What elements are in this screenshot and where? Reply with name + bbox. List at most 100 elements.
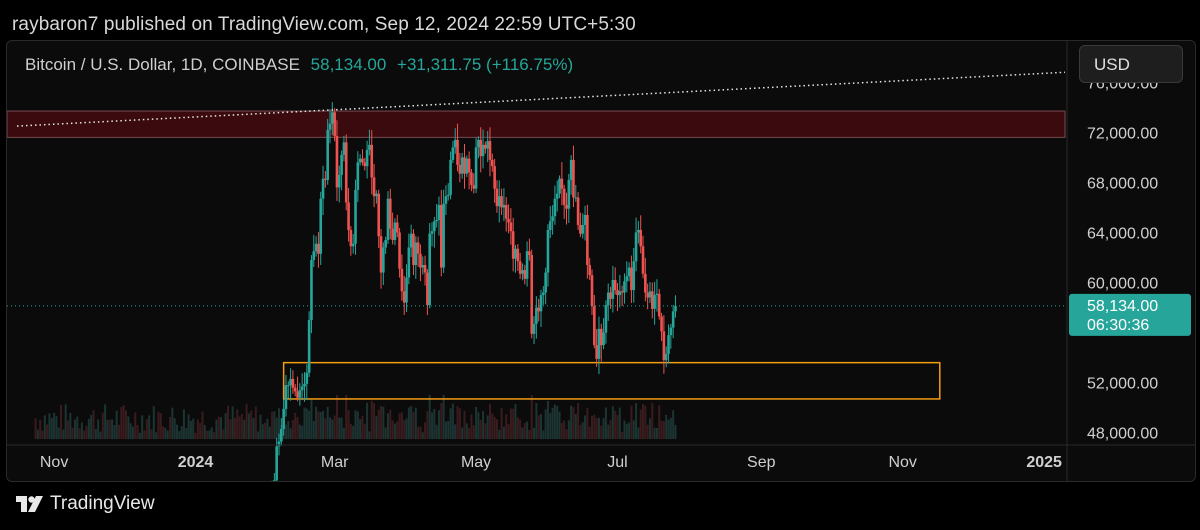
candle-body [576, 197, 580, 225]
volume-bar [317, 411, 320, 439]
volume-bar [665, 414, 668, 439]
volume-bar [584, 415, 587, 439]
candle-body [518, 261, 522, 274]
chart-panel[interactable]: 76,000.00 72,000.00 68,000.00 64,000.00 60,0… [6, 40, 1196, 482]
candle-body [625, 276, 629, 282]
candle-body [525, 251, 529, 279]
volume-bar [667, 419, 670, 439]
volume-bar [57, 427, 60, 439]
candle-body [474, 147, 478, 189]
volume-bar [162, 426, 165, 439]
candle-body [286, 385, 290, 387]
candle-body [460, 157, 464, 174]
volume-bar [201, 411, 204, 439]
candle-body [300, 386, 304, 391]
candle-body [502, 204, 506, 208]
candle-body [291, 378, 295, 388]
volume-bar [572, 407, 575, 439]
candle-body [363, 162, 367, 167]
volume-bar [535, 402, 538, 439]
candle-body [491, 159, 494, 167]
volume-bar [368, 431, 371, 439]
volume-bar [331, 419, 334, 439]
volume-bar [419, 426, 422, 439]
volume-bar [405, 418, 408, 439]
volume-bar [356, 411, 359, 439]
volume-bar [169, 416, 172, 439]
price-axis-label: 48,000.00 [1087, 426, 1158, 443]
volume-bar [34, 418, 37, 439]
candle-body [620, 291, 624, 293]
volume-bar [544, 409, 547, 439]
candle-body [379, 236, 383, 273]
candle-body [293, 387, 297, 392]
volume-bar [41, 430, 44, 439]
volume-bar [498, 429, 501, 439]
candle-body [342, 142, 346, 155]
volume-bar [533, 427, 536, 439]
volume-bar [173, 418, 176, 439]
candle-body [586, 214, 589, 266]
candle-body [599, 328, 603, 346]
candle-body [488, 141, 492, 160]
chart-canvas[interactable]: 76,000.0072,000.0068,000.0064,000.0060,0… [7, 41, 1195, 481]
candle-body [361, 158, 364, 163]
volume-bar [245, 403, 248, 439]
last-price: 58,134.00 [310, 55, 387, 74]
candle-body [637, 229, 640, 233]
candle-body [588, 265, 591, 276]
volume-bar [635, 403, 638, 439]
candle-body [391, 228, 394, 240]
symbol-title: Bitcoin / U.S. Dollar, 1D, COINBASE [25, 55, 300, 74]
volume-bar [194, 432, 197, 439]
volume-bar [76, 416, 79, 439]
volume-bar [500, 407, 503, 439]
volume-bar [185, 428, 188, 439]
candle-body [597, 328, 601, 359]
volume-bar [152, 406, 155, 439]
candle-body [567, 179, 571, 209]
candle-body [437, 204, 441, 220]
candle-body [546, 229, 550, 273]
volume-bar [155, 432, 158, 439]
candle-body [486, 141, 489, 149]
candle-body [579, 224, 582, 234]
volume-bar [363, 423, 366, 439]
volume-bar [243, 419, 246, 439]
volume-bar [558, 411, 561, 439]
candle-body [611, 280, 615, 299]
time-axis-label: 2024 [178, 454, 214, 471]
volume-bar [454, 424, 457, 439]
candle-body [470, 172, 473, 185]
candle-body [433, 221, 436, 232]
candle-body [574, 197, 578, 199]
volume-bar [370, 400, 373, 439]
volume-bar [271, 411, 274, 439]
volume-bar [131, 426, 134, 439]
volume-bar [224, 413, 227, 439]
volume-bar [495, 419, 498, 439]
volume-bar [662, 421, 665, 439]
volume-bar [80, 422, 83, 439]
volume-bar [136, 424, 139, 439]
volume-bar [164, 427, 167, 439]
volume-bar [231, 406, 234, 439]
currency-button[interactable]: USD [1079, 45, 1183, 83]
candle-body [419, 253, 422, 268]
volume-bar [333, 415, 336, 439]
volume-bar [64, 404, 67, 439]
candle-body [416, 242, 420, 254]
volume-bar [674, 424, 677, 439]
candle-body [660, 316, 663, 332]
volume-bar [113, 425, 116, 439]
candle-body [412, 233, 415, 266]
volume-bar [187, 414, 190, 439]
volume-bar [398, 413, 401, 439]
volume-bar [567, 420, 570, 439]
candle-body [398, 232, 401, 269]
candle-body [347, 202, 350, 230]
volume-bar [43, 415, 46, 439]
volume-bar [551, 407, 554, 439]
volume-bar [628, 422, 631, 439]
candle-body [521, 270, 524, 274]
